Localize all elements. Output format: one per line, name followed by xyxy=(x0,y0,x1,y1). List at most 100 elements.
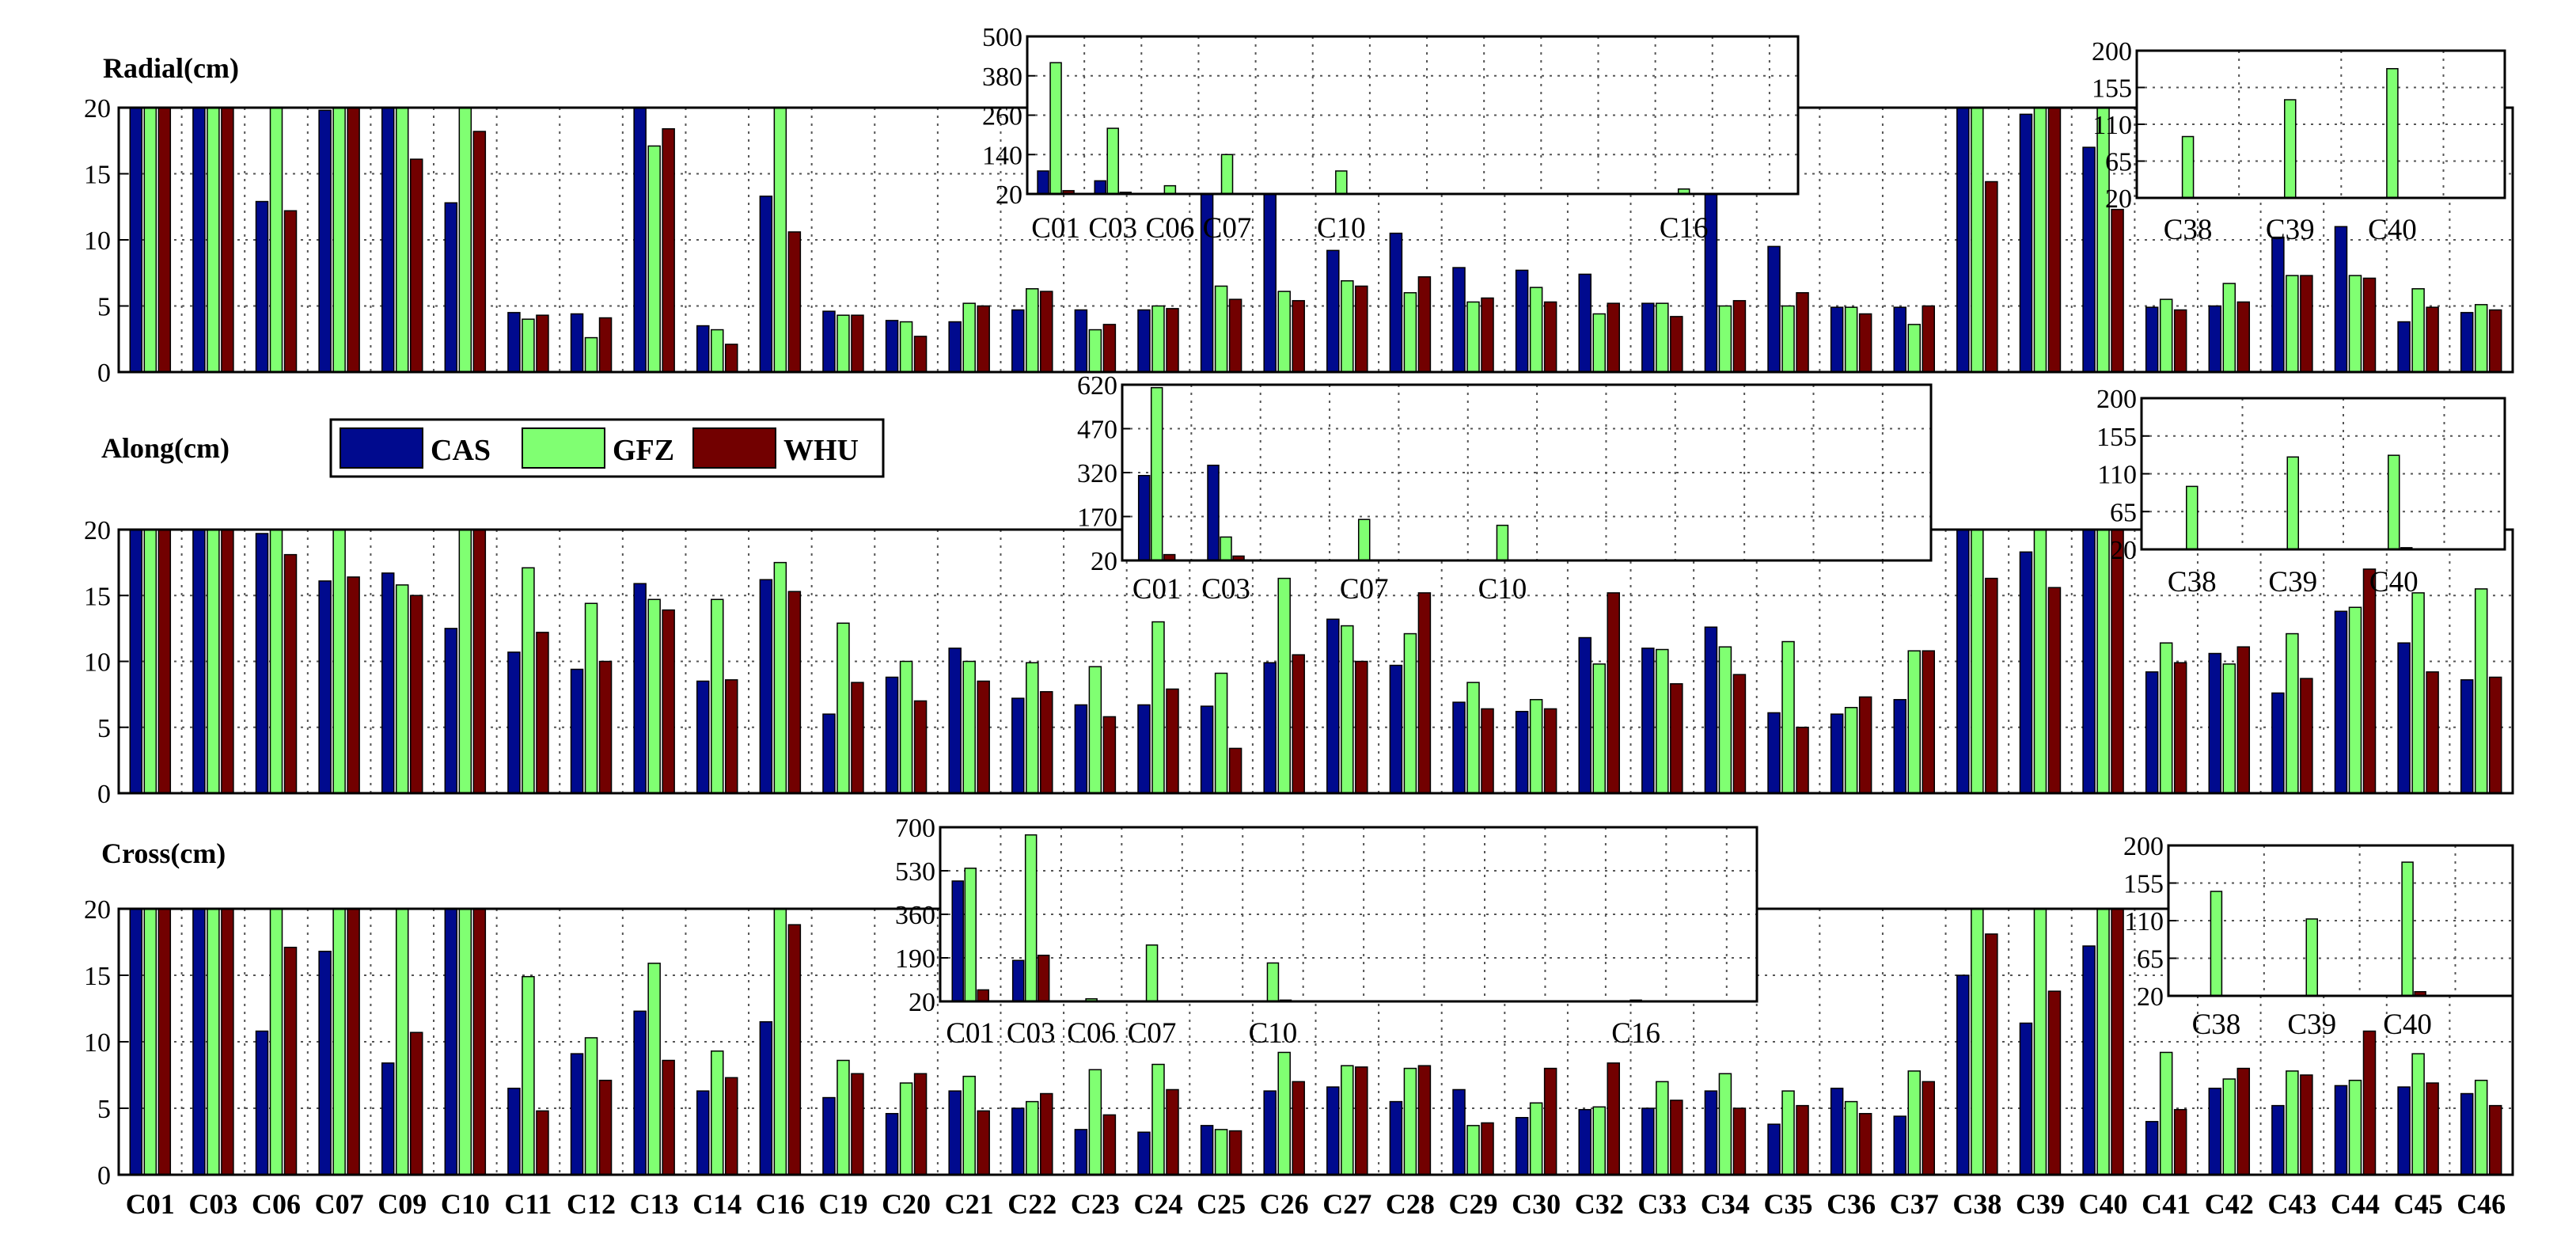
bar-gfz-c41 xyxy=(2159,1051,2173,1176)
bar-whu-c34 xyxy=(1732,300,1747,373)
bar-whu-c13 xyxy=(662,609,675,794)
bar-cas-c06 xyxy=(255,533,269,794)
bar-gfz-c12 xyxy=(584,336,598,373)
bar-whu-c20 xyxy=(913,1073,928,1176)
bar-whu-c43 xyxy=(2300,1074,2313,1176)
x-tick-label-c28: C28 xyxy=(1386,1188,1435,1220)
inset-2-0: 20 190 360 530 700 C01 C03 C06 C07 C10 C16 xyxy=(895,814,1758,1050)
bar-cas-c41 xyxy=(2145,306,2159,373)
bar-cas-c20 xyxy=(885,1112,899,1176)
bar-cas-c25 xyxy=(1200,705,1214,794)
inset-y-tick-label: 470 xyxy=(1077,416,1117,445)
bar-whu-c23 xyxy=(1102,716,1117,794)
inset-2-1: 20 65 110 155 200 C38 C39 C40 xyxy=(2123,832,2514,1041)
inset-category-label: C01 xyxy=(1031,212,1080,245)
bar-cas-c42 xyxy=(2208,305,2222,373)
bar-gfz-c12 xyxy=(584,602,598,794)
bar-whu-c12 xyxy=(598,1079,613,1176)
bar-gfz-c22 xyxy=(1026,288,1039,373)
inset-y-tick-label: 380 xyxy=(982,63,1022,92)
bar-whu-c34 xyxy=(1732,1107,1747,1176)
bar-gfz-c20 xyxy=(899,660,913,794)
bar-whu-c24 xyxy=(1166,688,1179,794)
panel-title: Cross(cm) xyxy=(101,838,226,869)
inset-bar-gfz-c01 xyxy=(1049,62,1062,195)
x-tick-label-c40: C40 xyxy=(2079,1188,2128,1220)
bar-whu-c34 xyxy=(1732,674,1747,794)
bar-gfz-c27 xyxy=(1341,280,1354,373)
bar-cas-c46 xyxy=(2460,312,2474,373)
bar-whu-c03 xyxy=(221,529,234,794)
bar-gfz-c19 xyxy=(837,622,850,794)
bar-gfz-c07 xyxy=(332,908,346,1176)
x-tick-label-c11: C11 xyxy=(504,1188,552,1220)
bar-whu-c19 xyxy=(851,682,864,794)
bar-cas-c32 xyxy=(1578,273,1592,373)
bar-whu-c01 xyxy=(157,107,172,373)
bar-whu-c21 xyxy=(977,305,990,373)
bar-gfz-c38 xyxy=(1971,107,1984,373)
inset-bar-gfz-c38 xyxy=(2210,891,2223,997)
inset-category-label: C38 xyxy=(2192,1009,2241,1041)
x-tick-label-c14: C14 xyxy=(692,1188,742,1220)
bar-cas-c27 xyxy=(1326,618,1340,794)
bar-gfz-c23 xyxy=(1088,329,1102,373)
bar-gfz-c33 xyxy=(1656,648,1669,794)
bar-gfz-c20 xyxy=(899,321,913,373)
inset-bar-whu-c01 xyxy=(977,989,989,1002)
bar-whu-c38 xyxy=(1985,933,1998,1176)
x-tick-label-c41: C41 xyxy=(2142,1188,2191,1220)
inset-category-label: C39 xyxy=(2266,214,2315,246)
bar-whu-c27 xyxy=(1355,660,1368,794)
bar-cas-c14 xyxy=(696,325,710,373)
bar-cas-c42 xyxy=(2208,652,2222,794)
bar-whu-c32 xyxy=(1607,592,1620,794)
x-tick-label-c10: C10 xyxy=(441,1188,490,1220)
y-tick-label: 5 xyxy=(97,714,111,743)
bar-cas-c36 xyxy=(1830,713,1844,794)
bar-whu-c46 xyxy=(2488,1104,2502,1176)
bar-cas-c45 xyxy=(2397,1086,2411,1176)
bar-whu-c23 xyxy=(1102,324,1117,373)
panel-alongcm: 0 5 10 15 20 Along(cm) xyxy=(84,432,2514,809)
bar-gfz-c28 xyxy=(1403,632,1417,794)
bar-whu-c46 xyxy=(2488,309,2502,373)
bar-gfz-c37 xyxy=(1907,650,1921,794)
bar-gfz-c11 xyxy=(522,318,535,373)
bar-gfz-c45 xyxy=(2411,288,2425,373)
bar-gfz-c42 xyxy=(2222,1078,2236,1176)
y-tick-label: 10 xyxy=(84,648,111,678)
x-tick-label-c13: C13 xyxy=(630,1188,679,1220)
inset-y-tick-label: 20 xyxy=(2137,982,2164,1012)
inset-y-tick-label: 20 xyxy=(996,180,1022,210)
bar-whu-c14 xyxy=(725,679,738,794)
legend-label-cas: CAS xyxy=(431,434,491,467)
inset-y-tick-label: 110 xyxy=(2124,907,2164,936)
inset-1-1: 20 65 110 155 200 C38 C39 C40 xyxy=(2096,385,2506,598)
bar-cas-c13 xyxy=(633,107,647,373)
bar-whu-c29 xyxy=(1481,1122,1494,1176)
bar-gfz-c35 xyxy=(1781,305,1795,373)
bar-cas-c16 xyxy=(759,1021,773,1176)
bar-whu-c11 xyxy=(536,314,549,373)
bar-whu-c39 xyxy=(2047,990,2062,1176)
bar-gfz-c09 xyxy=(395,584,409,794)
inset-bar-gfz-c40 xyxy=(2386,67,2399,199)
y-tick-label: 10 xyxy=(84,1028,111,1058)
bar-whu-c26 xyxy=(1292,654,1305,794)
bar-gfz-c11 xyxy=(522,567,535,794)
inset-y-tick-label: 20 xyxy=(909,988,935,1017)
bar-cas-c32 xyxy=(1578,636,1592,794)
x-tick-label-c19: C19 xyxy=(818,1188,867,1220)
inset-category-label: C01 xyxy=(946,1017,995,1050)
bar-whu-c40 xyxy=(2111,208,2124,373)
x-tick-label-c27: C27 xyxy=(1322,1188,1371,1220)
inset-y-tick-label: 65 xyxy=(2110,498,2137,527)
bar-gfz-c29 xyxy=(1466,1125,1480,1176)
y-tick-label: 5 xyxy=(97,1095,111,1124)
bar-cas-c03 xyxy=(192,107,206,373)
bar-cas-c38 xyxy=(1956,974,1970,1176)
inset-bar-gfz-c06 xyxy=(1163,184,1177,195)
bar-whu-c01 xyxy=(157,529,172,794)
bar-whu-c07 xyxy=(347,576,360,794)
